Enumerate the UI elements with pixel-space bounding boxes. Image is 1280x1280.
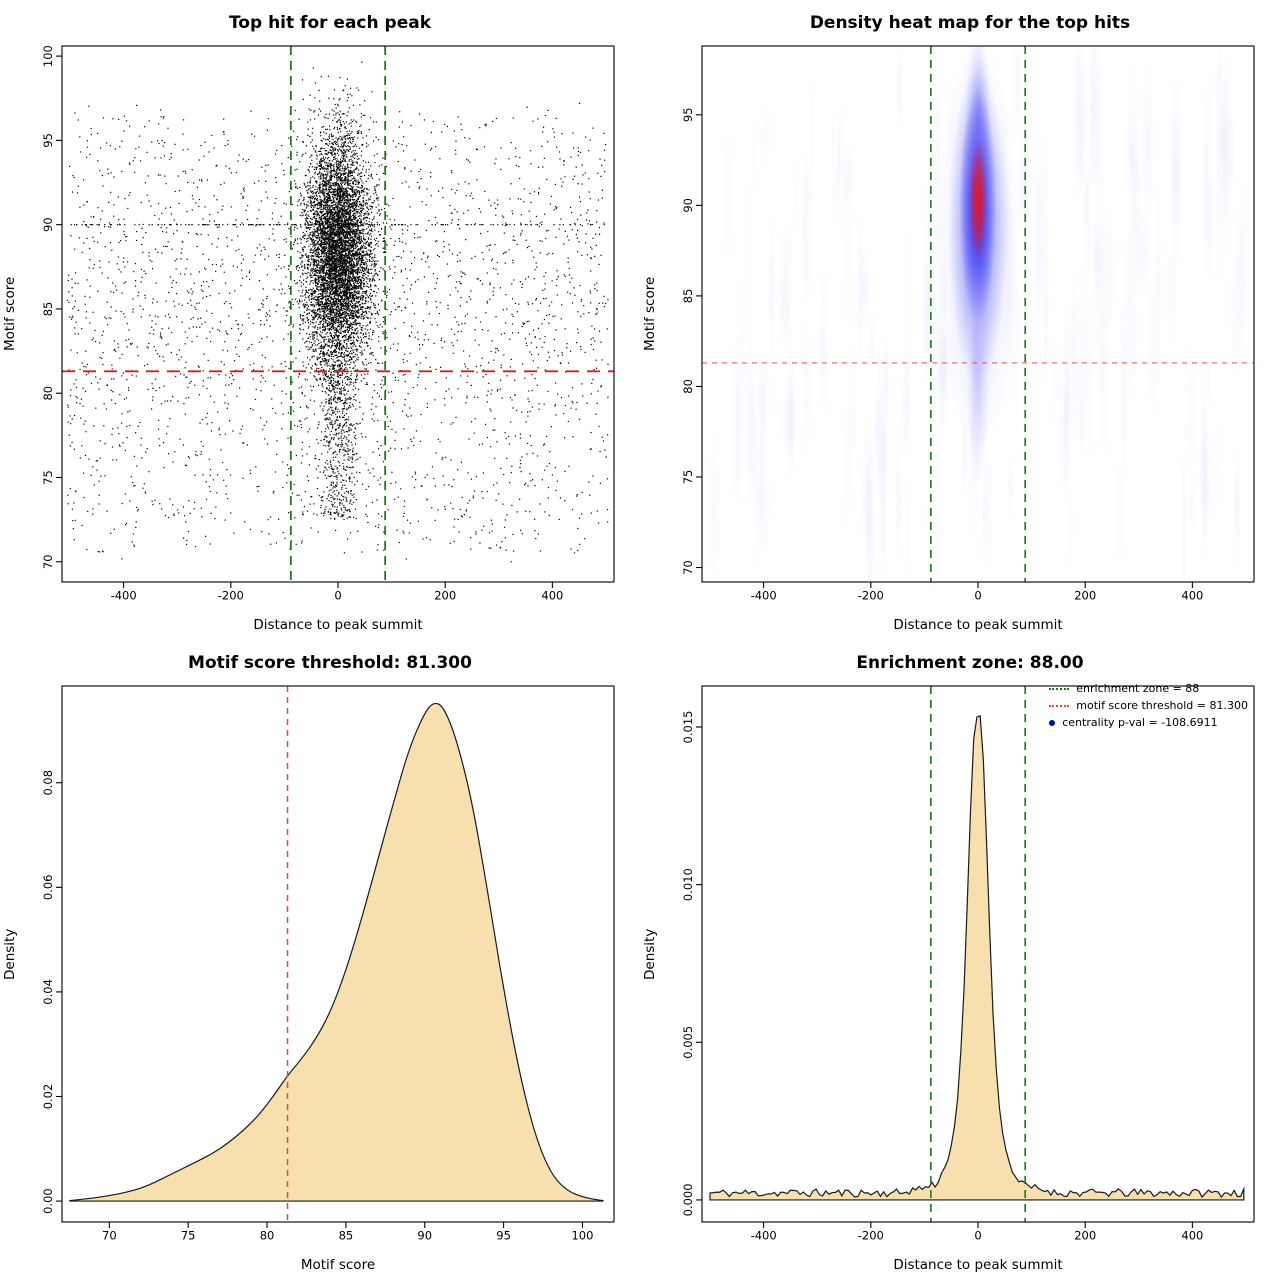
scatter-plot-canvas xyxy=(0,0,640,640)
heatmap-ylabel: Motif score xyxy=(642,276,658,352)
legend-item-label: centrality p-val = -108.6911 xyxy=(1062,716,1218,729)
legend-point-swatch xyxy=(1049,719,1056,726)
legend-item-label: enrichment zone = 88 xyxy=(1076,682,1200,695)
legend-line-swatch xyxy=(1049,704,1070,707)
scatter-ylabel: Motif score xyxy=(2,276,18,352)
score-density-title: Motif score threshold: 81.300 xyxy=(188,653,472,673)
enrichment-density-canvas xyxy=(640,640,1280,1280)
legend-item: centrality p-val = -108.6911 xyxy=(1049,716,1248,729)
panel-density-heatmap: Density heat map for the top hits Distan… xyxy=(640,0,1280,640)
panel-top-hit-scatter: Top hit for each peak Distance to peak s… xyxy=(0,0,640,640)
enrichment-xlabel: Distance to peak summit xyxy=(893,1257,1063,1273)
score-density-ylabel: Density xyxy=(2,928,18,980)
enrichment-ylabel: Density xyxy=(642,928,658,980)
scatter-xlabel: Distance to peak summit xyxy=(253,617,423,633)
legend-item: motif score threshold = 81.300 xyxy=(1049,699,1248,712)
legend-item-label: motif score threshold = 81.300 xyxy=(1076,699,1248,712)
panel-enrichment-zone-density: Enrichment zone: 88.00 enrichment zone =… xyxy=(640,640,1280,1280)
legend: enrichment zone = 88 motif score threshol… xyxy=(1049,682,1248,729)
score-density-canvas xyxy=(0,640,640,1280)
legend-line-swatch xyxy=(1049,687,1070,690)
heatmap-xlabel: Distance to peak summit xyxy=(893,617,1063,633)
heatmap-title: Density heat map for the top hits xyxy=(809,13,1131,33)
panel-motif-score-density: Motif score threshold: 81.300 Motif scor… xyxy=(0,640,640,1280)
scatter-title: Top hit for each peak xyxy=(228,13,432,33)
heatmap-plot-canvas xyxy=(640,0,1280,640)
legend-item: enrichment zone = 88 xyxy=(1049,682,1248,695)
enrichment-title: Enrichment zone: 88.00 xyxy=(856,653,1084,673)
score-density-xlabel: Motif score xyxy=(300,1257,376,1273)
